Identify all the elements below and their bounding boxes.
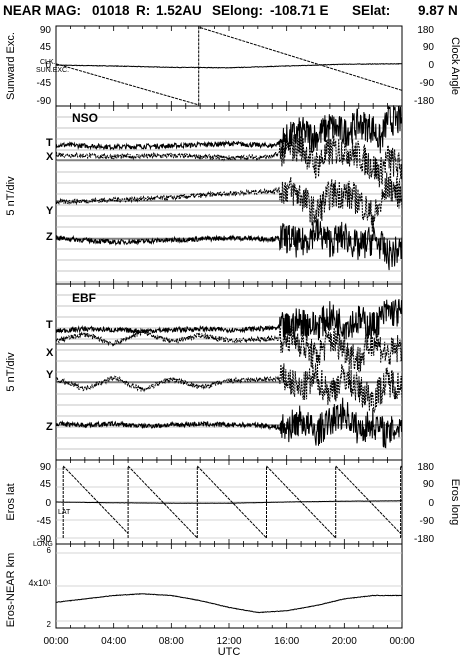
ebf-trace-y xyxy=(55,363,403,414)
x-axis-label: UTC xyxy=(218,646,241,656)
panel4-rtick-3: -90 xyxy=(420,516,435,527)
ebf-trace-z xyxy=(55,397,403,449)
panel1-rtick-2: 0 xyxy=(428,60,434,71)
selong-value: -108.71 E xyxy=(270,3,329,18)
nso-trace-label-t: T xyxy=(46,137,53,149)
clk-inline-label: CLK. xyxy=(40,59,56,66)
panel1-rtick-0: 180 xyxy=(417,25,434,36)
nso-trace-label-x: X xyxy=(46,151,54,163)
panel1-rtick-1: 90 xyxy=(423,42,435,53)
clock-angle-axis-label: Clock Angle xyxy=(449,37,461,95)
panel4-rtick-1: 90 xyxy=(423,479,435,490)
ebf-title: EBF xyxy=(72,291,96,305)
panel4-ltick-2: 0 xyxy=(45,498,51,509)
ebf-trace-label-y: Y xyxy=(46,369,54,381)
nso-axis-label: 5 nT/div xyxy=(5,176,17,216)
selat-label: SElat: xyxy=(352,3,391,18)
panel5-tick-0: 6 xyxy=(47,546,52,555)
panel4-rtick-2: 0 xyxy=(428,498,434,509)
panel4-ltick-3: -45 xyxy=(37,516,52,527)
axis-ticks xyxy=(55,26,403,628)
nso-trace-label-z: Z xyxy=(46,231,53,243)
x-tick-3: 12:00 xyxy=(216,636,241,647)
panel4-rtick-0: 180 xyxy=(417,462,434,473)
selong-label: SElong: xyxy=(212,3,263,18)
nso-trace-x xyxy=(55,133,403,188)
x-tick-1: 04:00 xyxy=(101,636,126,647)
ebf-trace-label-x: X xyxy=(46,347,54,359)
r-value: 1.52AU xyxy=(156,3,202,18)
x-tick-4: 16:00 xyxy=(274,636,299,647)
long-inline-label: LONG xyxy=(33,541,53,548)
x-tick-5: 20:00 xyxy=(332,636,357,647)
panel1-ltick-4: -90 xyxy=(37,96,52,107)
panel4-ltick-0: 90 xyxy=(40,462,52,473)
ebf-axis-label: 5 nT/div xyxy=(5,352,17,392)
nso-trace-label-y: Y xyxy=(46,205,54,217)
ebf-trace-label-z: Z xyxy=(46,421,53,433)
panel1-rtick-3: -90 xyxy=(420,78,435,89)
lat-inline-label: LAT xyxy=(58,509,71,516)
eros-near-axis-label: Eros-NEAR km xyxy=(5,553,17,628)
clock-angle-trace xyxy=(55,26,403,106)
eros-long-trace xyxy=(62,464,403,539)
data-traces xyxy=(55,26,403,614)
mission-label: NEAR MAG: xyxy=(3,3,81,18)
eros-long-axis-label: Eros long xyxy=(449,479,461,525)
eros-lat-trace xyxy=(55,500,403,504)
x-tick-6: 00:00 xyxy=(389,636,414,647)
panel5-tick-2: 2 xyxy=(47,620,52,629)
panel1-ltick-2: 0 xyxy=(45,60,51,71)
ebf-trace-x xyxy=(55,322,403,373)
eros-near-trace xyxy=(55,593,402,614)
ebf-trace-label-t: T xyxy=(46,319,53,331)
nso-trace-y xyxy=(55,172,403,233)
sunward-exc-trace xyxy=(55,62,403,69)
panel1-ltick-3: -45 xyxy=(37,78,52,89)
page-title: NEAR MAG: 01018 R: 1.52AU SElong: -108.7… xyxy=(0,3,473,21)
sunward-exc-axis-label: Sunward Exc. xyxy=(5,32,17,100)
x-tick-2: 08:00 xyxy=(159,636,184,647)
selat-value: 9.87 N xyxy=(418,3,458,18)
panel1-rtick-4: -180 xyxy=(414,96,434,107)
panel1-ltick-0: 90 xyxy=(40,25,52,36)
panel4-ltick-4: -90 xyxy=(37,534,52,545)
panel5-tick-1: 4x10¹ xyxy=(28,578,51,588)
x-tick-0: 00:00 xyxy=(43,636,68,647)
eros-lat-axis-label: Eros lat xyxy=(5,483,17,520)
ebf-trace-t xyxy=(55,298,403,341)
r-label: R: xyxy=(136,3,151,18)
date-code: 01018 xyxy=(92,3,130,18)
panel4-ltick-1: 45 xyxy=(40,479,52,490)
sunexc-inline-label: SUN.EXC. xyxy=(36,67,69,74)
panel1-ltick-1: 45 xyxy=(40,42,52,53)
nso-title: NSO xyxy=(72,111,98,125)
panel4-rtick-4: -180 xyxy=(414,534,434,545)
nso-trace-t xyxy=(55,105,403,157)
nso-trace-z xyxy=(55,218,403,271)
